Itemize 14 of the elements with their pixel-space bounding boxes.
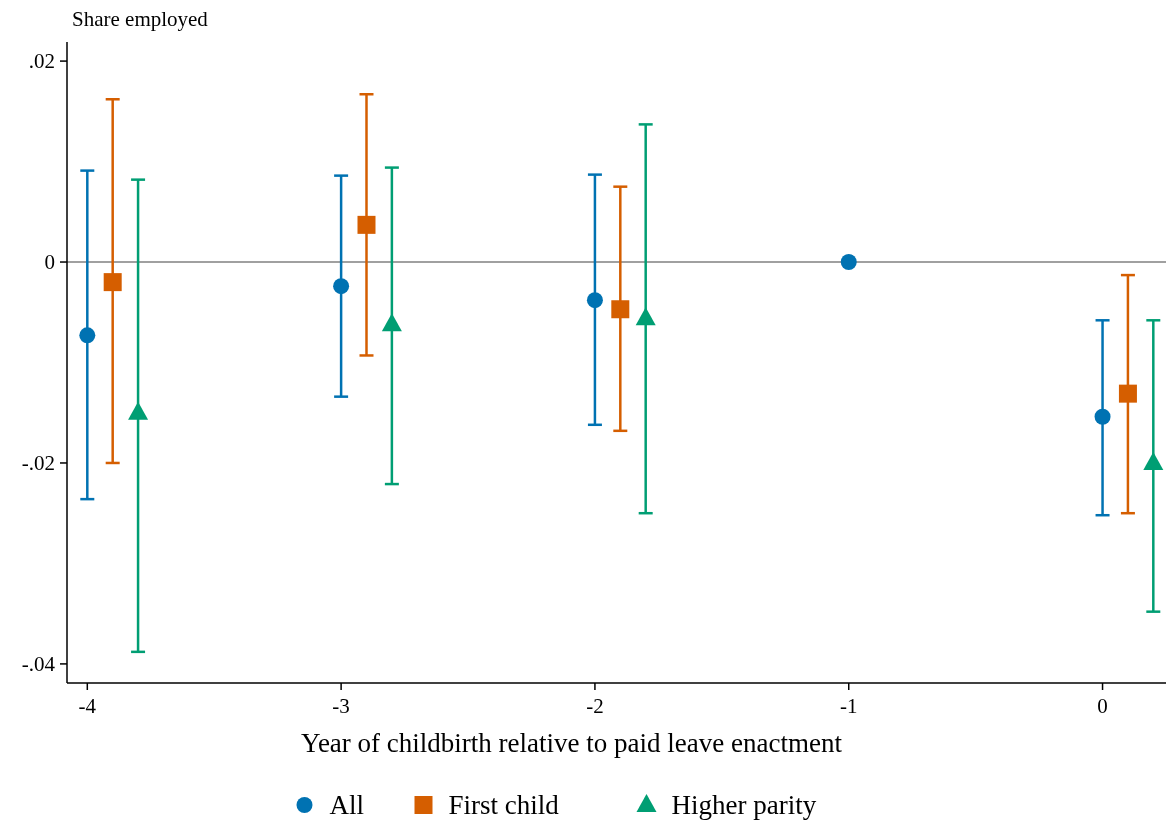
y-tick-label: -.02 (21, 451, 55, 476)
y-tick-label: .02 (28, 49, 55, 74)
legend-label: All (329, 790, 365, 821)
x-tick-label: -3 (332, 694, 350, 718)
y-axis-title: Share employed (72, 7, 209, 31)
y-tick-label: 0 (44, 250, 55, 275)
legend-label: Higher parity (671, 790, 817, 821)
legend-label: First child (448, 790, 560, 821)
x-tick-label: -2 (586, 694, 604, 718)
x-tick-label: -4 (78, 694, 97, 718)
x-axis-title: Year of childbirth relative to paid leave enactment (301, 728, 843, 758)
y-tick-label: -.04 (21, 652, 56, 677)
x-tick-label: 0 (1097, 694, 1108, 718)
x-tick-label: -1 (839, 694, 858, 718)
